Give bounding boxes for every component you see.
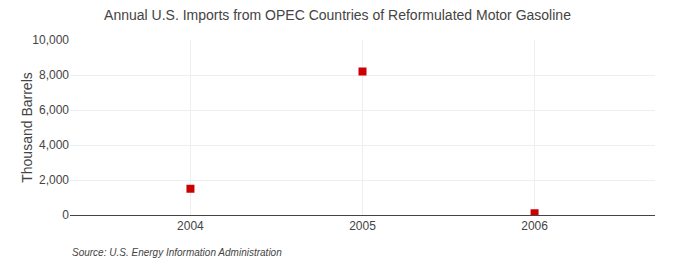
svg-text:0: 0 [62,208,69,222]
svg-text:2004: 2004 [177,219,204,233]
svg-text:2005: 2005 [349,219,376,233]
svg-text:4,000: 4,000 [39,138,69,152]
svg-text:Annual U.S. Imports from OPEC: Annual U.S. Imports from OPEC Countries … [104,7,571,23]
svg-text:2006: 2006 [521,219,548,233]
svg-text:Source: U.S. Energy Informatio: Source: U.S. Energy Information Administ… [72,247,282,258]
svg-text:10,000: 10,000 [32,33,69,47]
svg-text:6,000: 6,000 [39,103,69,117]
svg-text:Thousand Barrels: Thousand Barrels [19,72,35,183]
svg-text:2,000: 2,000 [39,173,69,187]
svg-text:8,000: 8,000 [39,68,69,82]
